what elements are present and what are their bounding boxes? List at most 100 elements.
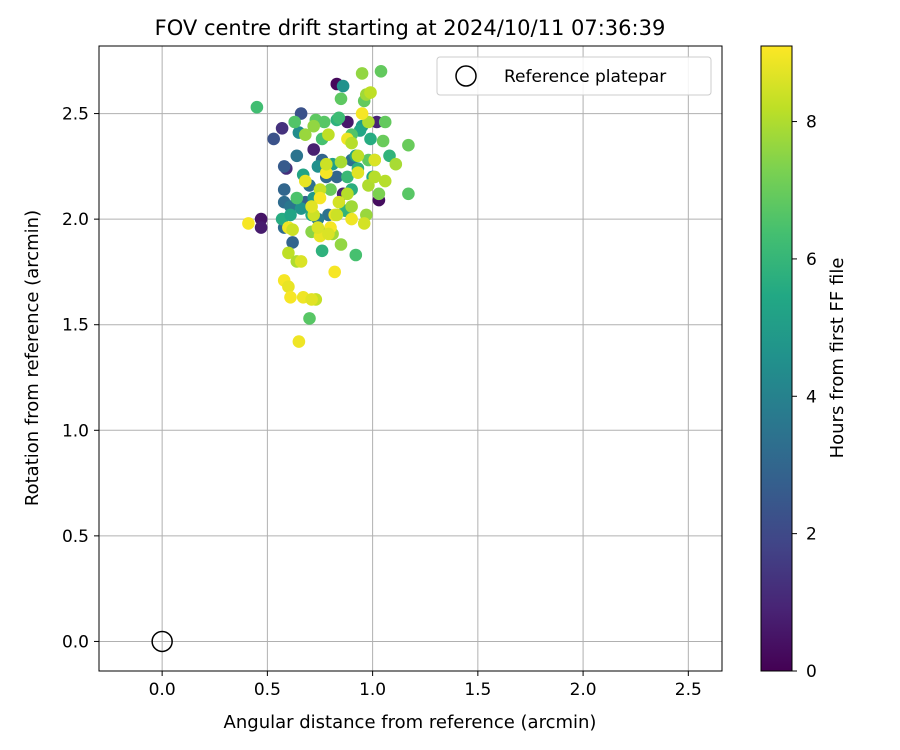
y-axis-label: Rotation from reference (arcmin) [22, 210, 43, 506]
y-tick-label: 1.5 [62, 316, 89, 336]
data-point [305, 200, 318, 213]
data-point [345, 136, 358, 150]
x-tick-label: 2.0 [570, 680, 597, 700]
data-point [374, 65, 388, 78]
data-point [288, 115, 302, 129]
y-axis-ticks: 0.0 0.5 1.0 1.5 2.0 2.5 [62, 105, 99, 652]
data-point [376, 134, 390, 148]
data-point [286, 236, 299, 249]
y-tick-label: 2.5 [62, 105, 89, 125]
data-points [242, 65, 415, 348]
data-point [334, 238, 348, 251]
data-point [336, 79, 350, 93]
data-point [355, 107, 369, 120]
legend-label: Reference platepar [504, 67, 666, 87]
y-tick-label: 1.0 [62, 421, 89, 441]
data-point [311, 221, 325, 234]
data-point [389, 157, 403, 171]
data-point [364, 86, 377, 99]
data-point [368, 170, 382, 184]
colorbar-tick-label: 8 [806, 113, 817, 133]
data-point [402, 187, 415, 201]
reference-platepar-point [151, 630, 173, 653]
data-point [328, 265, 342, 279]
data-point [364, 132, 377, 146]
data-point [357, 217, 371, 230]
data-point [332, 195, 346, 209]
data-point [290, 191, 304, 205]
colorbar-label: Hours from first FF file [827, 258, 848, 459]
y-tick-label: 0.5 [62, 527, 89, 547]
data-point [290, 149, 304, 163]
chart-title: FOV centre drift starting at 2024/10/11 … [155, 16, 666, 40]
x-tick-label: 0.0 [149, 680, 176, 700]
reference-marker [151, 630, 173, 653]
data-point [332, 111, 346, 125]
colorbar-gradient [760, 45, 793, 672]
data-point [277, 183, 291, 196]
data-point [275, 122, 289, 135]
data-point [324, 183, 337, 196]
data-point [303, 312, 316, 325]
x-axis-label: Angular distance from reference (arcmin) [224, 712, 597, 733]
colorbar-ticks: 0 2 4 6 8 [792, 113, 817, 682]
colorbar-tick-label: 4 [806, 387, 817, 407]
data-point [330, 170, 344, 184]
data-point [313, 191, 327, 205]
data-point [345, 200, 358, 213]
plot-frame [98, 45, 723, 672]
data-point [305, 293, 318, 306]
data-point [330, 208, 344, 222]
colorbar: 0 2 4 6 8 Hours from first FF file [760, 45, 848, 682]
data-point [320, 157, 333, 171]
colorbar-tick-label: 0 [806, 662, 817, 682]
data-point [286, 223, 299, 236]
y-tick-label: 0.0 [62, 632, 89, 652]
data-point [282, 280, 295, 294]
y-tick-label: 2.0 [62, 210, 89, 230]
data-point [351, 149, 365, 163]
data-point [372, 187, 386, 201]
data-point [378, 115, 392, 129]
data-point [292, 335, 306, 348]
data-point [368, 153, 382, 167]
legend-marker-open-circle [455, 65, 477, 87]
data-point [250, 100, 264, 114]
data-point [355, 67, 369, 80]
data-point [315, 244, 329, 258]
data-point [351, 166, 365, 179]
data-point [284, 208, 297, 222]
x-tick-label: 1.0 [359, 680, 386, 700]
data-point [345, 212, 358, 226]
data-point [299, 174, 312, 188]
data-point [322, 227, 335, 241]
data-point [334, 155, 348, 169]
data-point [349, 248, 363, 262]
legend: Reference platepar [436, 56, 712, 96]
data-point [322, 128, 335, 141]
x-axis-ticks: 0.0 0.5 1.0 1.5 2.0 2.5 [149, 671, 702, 700]
x-tick-label: 0.5 [254, 680, 281, 700]
data-point [294, 255, 308, 268]
data-point [284, 291, 297, 304]
data-point [341, 170, 354, 184]
data-point [294, 202, 308, 215]
data-point [307, 119, 321, 133]
data-point [282, 246, 295, 260]
colorbar-tick-label: 2 [806, 525, 817, 545]
data-point [242, 217, 255, 230]
data-point [254, 221, 268, 234]
x-tick-label: 2.5 [675, 680, 702, 700]
x-tick-label: 1.5 [464, 680, 491, 700]
legend-frame [436, 56, 712, 96]
data-point [378, 174, 392, 188]
data-point [317, 115, 331, 129]
grid-lines [99, 46, 722, 671]
data-point [341, 187, 354, 201]
data-point [299, 128, 312, 141]
colorbar-tick-label: 6 [806, 250, 817, 270]
data-point [307, 143, 321, 156]
data-point [277, 160, 291, 173]
data-point [334, 92, 348, 106]
data-point [267, 132, 281, 146]
